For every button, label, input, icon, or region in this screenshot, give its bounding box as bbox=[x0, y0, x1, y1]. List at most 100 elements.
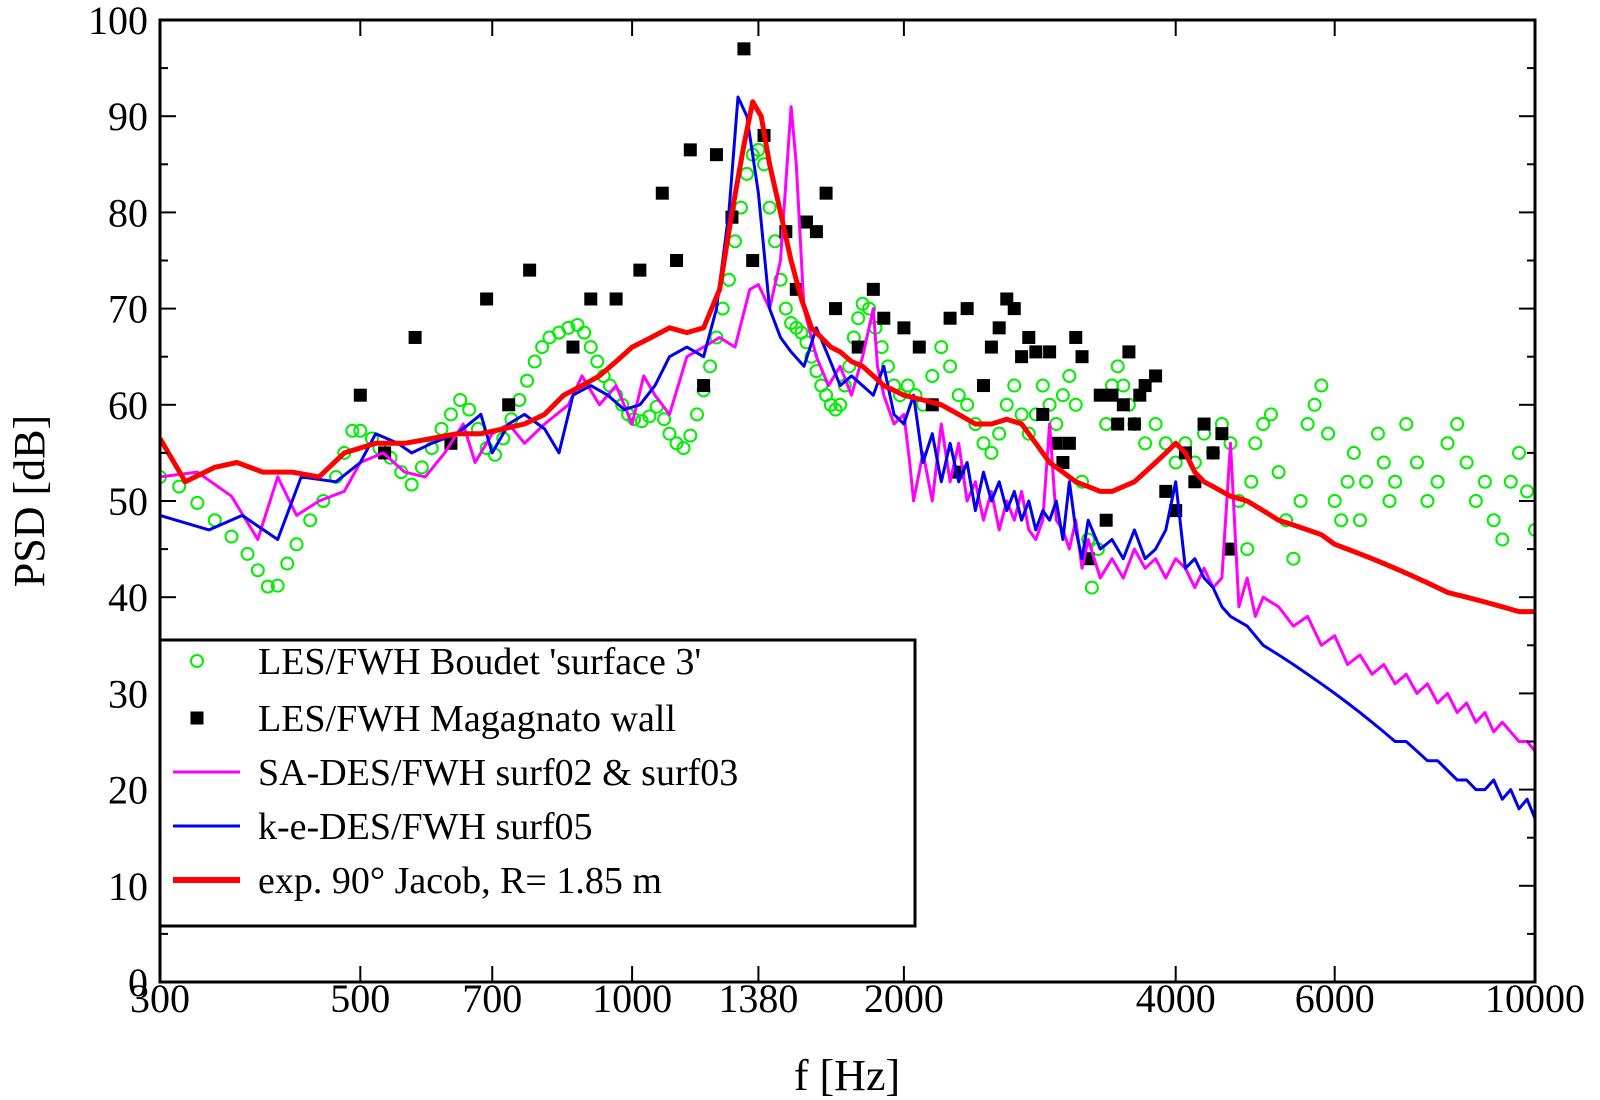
legend-marker bbox=[190, 654, 204, 668]
legend-box bbox=[158, 638, 917, 928]
data-point bbox=[934, 340, 949, 355]
data-point bbox=[250, 563, 265, 578]
legend-label: LES/FWH Magagnato wall bbox=[258, 698, 676, 740]
data-point bbox=[240, 546, 255, 561]
legend-label: SA-DES/FWH surf02 & surf03 bbox=[258, 752, 738, 794]
data-point bbox=[1293, 494, 1308, 508]
series-5 bbox=[160, 99, 1535, 615]
data-point bbox=[951, 388, 966, 403]
data-point bbox=[762, 200, 777, 215]
data-point bbox=[1215, 427, 1229, 441]
data-point bbox=[866, 282, 880, 296]
x-tick-label: 700 bbox=[462, 976, 522, 1021]
data-point bbox=[190, 495, 205, 510]
y-tick-label: 50 bbox=[108, 479, 148, 524]
data-point bbox=[1528, 522, 1535, 537]
data-point bbox=[462, 402, 477, 417]
data-point bbox=[1015, 350, 1029, 364]
data-point bbox=[642, 409, 657, 424]
data-point bbox=[535, 340, 550, 355]
data-point bbox=[345, 423, 360, 438]
data-point bbox=[1062, 436, 1076, 450]
data-point bbox=[303, 513, 318, 528]
data-point bbox=[1486, 513, 1501, 528]
data-point bbox=[561, 320, 576, 335]
data-point bbox=[960, 397, 975, 412]
data-point bbox=[1035, 378, 1050, 393]
data-point bbox=[851, 340, 865, 354]
data-point bbox=[1263, 407, 1278, 422]
data-point bbox=[1334, 513, 1349, 528]
data-point bbox=[577, 325, 592, 340]
data-point bbox=[583, 340, 598, 355]
data-point bbox=[1370, 426, 1385, 441]
y-axis-title: PSD [dB] bbox=[5, 415, 54, 587]
data-point bbox=[1511, 445, 1526, 460]
data-point bbox=[1399, 417, 1414, 432]
data-point bbox=[280, 556, 295, 571]
data-point bbox=[520, 373, 535, 388]
data-point bbox=[1122, 345, 1136, 359]
y-tick-label: 0 bbox=[128, 960, 148, 1005]
data-point bbox=[709, 330, 724, 345]
y-tick-label: 100 bbox=[88, 0, 148, 43]
data-point bbox=[1286, 551, 1301, 566]
x-tick-label: 6000 bbox=[1295, 976, 1375, 1021]
data-point bbox=[404, 477, 419, 492]
data-point bbox=[1042, 397, 1057, 412]
data-point bbox=[590, 354, 605, 369]
data-point bbox=[1007, 302, 1021, 316]
legend-marker bbox=[190, 711, 204, 725]
data-point bbox=[1307, 397, 1322, 412]
legend-label: exp. 90° Jacob, R= 1.85 m bbox=[258, 860, 662, 902]
data-point bbox=[877, 311, 891, 325]
data-point bbox=[1056, 456, 1070, 470]
data-point bbox=[880, 359, 895, 374]
data-point bbox=[1450, 417, 1465, 432]
data-point bbox=[1388, 474, 1403, 489]
data-point bbox=[683, 143, 697, 157]
data-point bbox=[1244, 474, 1259, 489]
data-point bbox=[1093, 388, 1107, 402]
data-point bbox=[1353, 513, 1368, 528]
data-point bbox=[833, 397, 848, 412]
data-point bbox=[662, 426, 677, 441]
data-point bbox=[943, 359, 958, 374]
y-tick-label: 90 bbox=[108, 94, 148, 139]
data-point bbox=[976, 379, 990, 393]
data-point bbox=[1468, 494, 1483, 508]
data-point bbox=[1409, 455, 1424, 470]
data-point bbox=[703, 359, 718, 374]
data-point bbox=[1149, 369, 1163, 383]
data-point bbox=[1148, 417, 1163, 432]
y-tick-label: 70 bbox=[108, 287, 148, 332]
data-point bbox=[925, 368, 940, 383]
x-tick-label: 500 bbox=[330, 976, 390, 1021]
x-tick-label: 1000 bbox=[592, 976, 672, 1021]
data-point bbox=[1062, 368, 1077, 383]
data-point bbox=[1440, 436, 1455, 451]
data-point bbox=[1138, 379, 1152, 393]
data-point bbox=[1021, 426, 1036, 441]
data-point bbox=[1240, 542, 1255, 557]
data-point bbox=[1271, 465, 1286, 480]
data-point bbox=[1256, 417, 1271, 432]
data-point bbox=[1138, 436, 1153, 451]
data-point bbox=[1346, 445, 1361, 460]
data-point bbox=[1036, 407, 1050, 421]
data-point bbox=[633, 263, 647, 277]
data-point bbox=[1105, 388, 1119, 402]
data-point bbox=[1069, 330, 1083, 344]
data-point bbox=[823, 397, 838, 412]
data-point bbox=[669, 436, 684, 451]
x-axis-title: f [Hz] bbox=[794, 1051, 900, 1100]
data-point bbox=[960, 302, 974, 316]
x-tick-label: 4000 bbox=[1136, 976, 1216, 1021]
data-point bbox=[1327, 494, 1342, 508]
data-point bbox=[999, 397, 1014, 412]
data-point bbox=[289, 537, 304, 552]
data-point bbox=[670, 254, 684, 267]
data-point bbox=[1376, 455, 1391, 470]
data-point bbox=[1430, 474, 1445, 489]
data-point bbox=[260, 579, 275, 594]
